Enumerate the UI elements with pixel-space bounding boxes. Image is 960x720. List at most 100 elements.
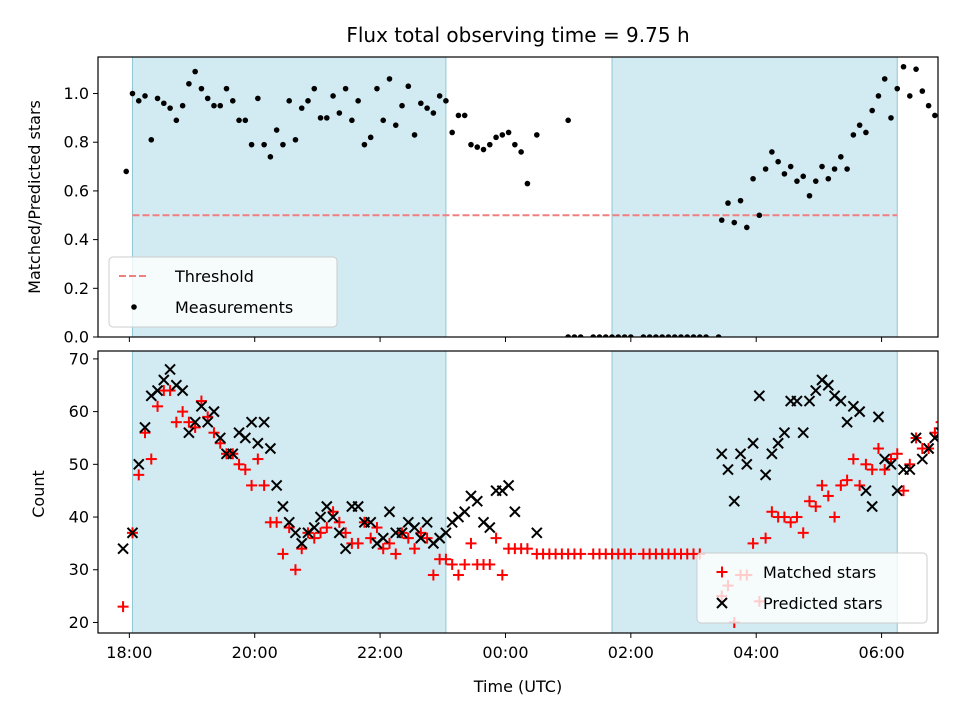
predicted-stars-point [866, 500, 878, 513]
axes-frame [97, 56, 939, 338]
legend: Matched stars Predicted stars [696, 552, 928, 624]
measurement-point [725, 200, 731, 206]
predicted-stars-point [891, 484, 903, 497]
matched-stars-point [189, 421, 201, 433]
matched-stars-point [340, 527, 352, 539]
measurement-point [242, 117, 249, 124]
measurement-point [744, 224, 750, 231]
legend-matched-stars: Matched stars [716, 563, 876, 582]
measurement-point [443, 98, 449, 104]
predicted-stars-point [885, 458, 897, 471]
matched-stars-point [333, 516, 345, 528]
predicted-stars-point [176, 384, 189, 397]
measurement-point [787, 163, 794, 170]
measurement-point [863, 129, 869, 136]
matched-stars-point [283, 522, 295, 534]
measurement-point [380, 117, 387, 124]
matched-stars-point [446, 558, 458, 570]
matched-stars-point [117, 601, 129, 613]
predicted-stars-point [803, 395, 816, 407]
measurement-point [602, 334, 609, 337]
predicted-stars-point [415, 532, 427, 544]
measurement-point [455, 112, 462, 119]
matched-stars-point [847, 453, 859, 465]
matched-stars-point [854, 479, 866, 491]
matched-stars-point [296, 543, 308, 555]
matched-stars-point [465, 537, 477, 549]
matched-stars-point [252, 453, 264, 465]
predicted-stars-point [277, 500, 289, 513]
matched-stars-point [177, 406, 189, 418]
measurement-point [615, 334, 622, 337]
measurement-point [273, 127, 280, 133]
measurement-point [192, 68, 198, 75]
predicted-stars-point [759, 469, 772, 481]
measurement-point [449, 129, 455, 136]
measurement-point [261, 141, 267, 148]
measurement-point [474, 144, 481, 150]
matched-stars-point [277, 548, 289, 560]
measurement-point [945, 108, 951, 114]
measurement-point [800, 173, 807, 180]
predicted-stars-point [321, 500, 333, 513]
predicted-stars-point [208, 405, 220, 418]
measurement-point [430, 110, 437, 116]
measurement-point [386, 76, 393, 82]
measurement-point [737, 197, 744, 204]
measurement-point [480, 146, 487, 153]
measurement-point [286, 98, 292, 104]
measurement-point [925, 102, 932, 109]
matched-stars-point [948, 396, 959, 407]
legend-predicted-stars: Predicted stars [716, 594, 883, 613]
matched-stars-point [459, 558, 471, 570]
measurement-point [678, 334, 684, 337]
measurement-point [167, 105, 173, 111]
measurement-point [248, 141, 255, 148]
matched-stars-point [935, 421, 938, 424]
matched-stars-point [308, 532, 320, 544]
measurement-point [919, 88, 926, 94]
x-axis-label: Time (UTC) [473, 677, 562, 696]
predicted-stars-point [822, 379, 835, 391]
measurement-point [524, 180, 531, 187]
ratio-panel: 0.0 0.2 0.4 0.6 0.8 1.0 Threshold Measurements [64, 56, 951, 347]
measurement-point [665, 334, 672, 337]
measurement-point [571, 334, 578, 337]
measurement-point [336, 110, 343, 116]
measurement-point [850, 132, 857, 138]
legend: Threshold Measurements [108, 256, 338, 328]
predicted-stars-point [716, 448, 728, 460]
predicted-stars-point [531, 527, 543, 539]
measurement-point [229, 98, 236, 104]
measurement-point [696, 334, 703, 337]
matched-stars-point [791, 511, 803, 523]
count-panel: 20 30 40 50 60 70 18:00 20:00 22:00 00:00 02:00 04:… [69, 349, 959, 662]
measurement-point [324, 115, 330, 121]
matched-stars-point [904, 458, 916, 470]
predicted-stars-point [352, 500, 364, 513]
measurement-point [831, 166, 838, 172]
matched-stars-point [797, 527, 809, 539]
predicted-stars-point [835, 395, 847, 407]
predicted-stars-point [227, 448, 239, 460]
matched-stars-point [929, 427, 938, 439]
svg-text:Matched stars: Matched stars [763, 563, 876, 582]
measurement-point [596, 334, 603, 337]
x-tick-label: 18:00 [106, 643, 152, 662]
predicted-stars-point [333, 527, 346, 539]
measurement-point [906, 93, 913, 99]
measurement-point [342, 85, 349, 92]
matched-stars-point [747, 537, 759, 549]
measurement-point [888, 115, 894, 121]
measurement-point [361, 141, 368, 148]
matched-stars-point [835, 479, 847, 491]
x-tick-label: 22:00 [357, 643, 403, 662]
matched-stars-point [152, 400, 164, 412]
predicted-stars-point [860, 484, 872, 497]
measurement-point [609, 334, 615, 337]
measurement-point [659, 334, 665, 337]
x-tick-label: 20:00 [232, 643, 278, 662]
predicted-stars-point [810, 384, 822, 397]
predicted-stars-point [484, 521, 496, 534]
measurement-point [468, 141, 474, 148]
